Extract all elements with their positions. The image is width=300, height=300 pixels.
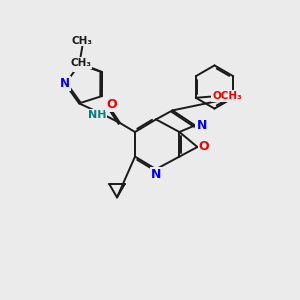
Text: N: N [196,119,207,132]
Text: N: N [151,168,161,181]
Text: O: O [106,98,117,111]
Text: N: N [60,77,70,90]
Text: N: N [74,58,84,71]
Text: NH: NH [88,110,106,120]
Text: CH₃: CH₃ [70,58,92,68]
Text: O: O [199,140,209,154]
Text: CH₃: CH₃ [72,36,93,46]
Text: OCH₃: OCH₃ [212,91,242,101]
